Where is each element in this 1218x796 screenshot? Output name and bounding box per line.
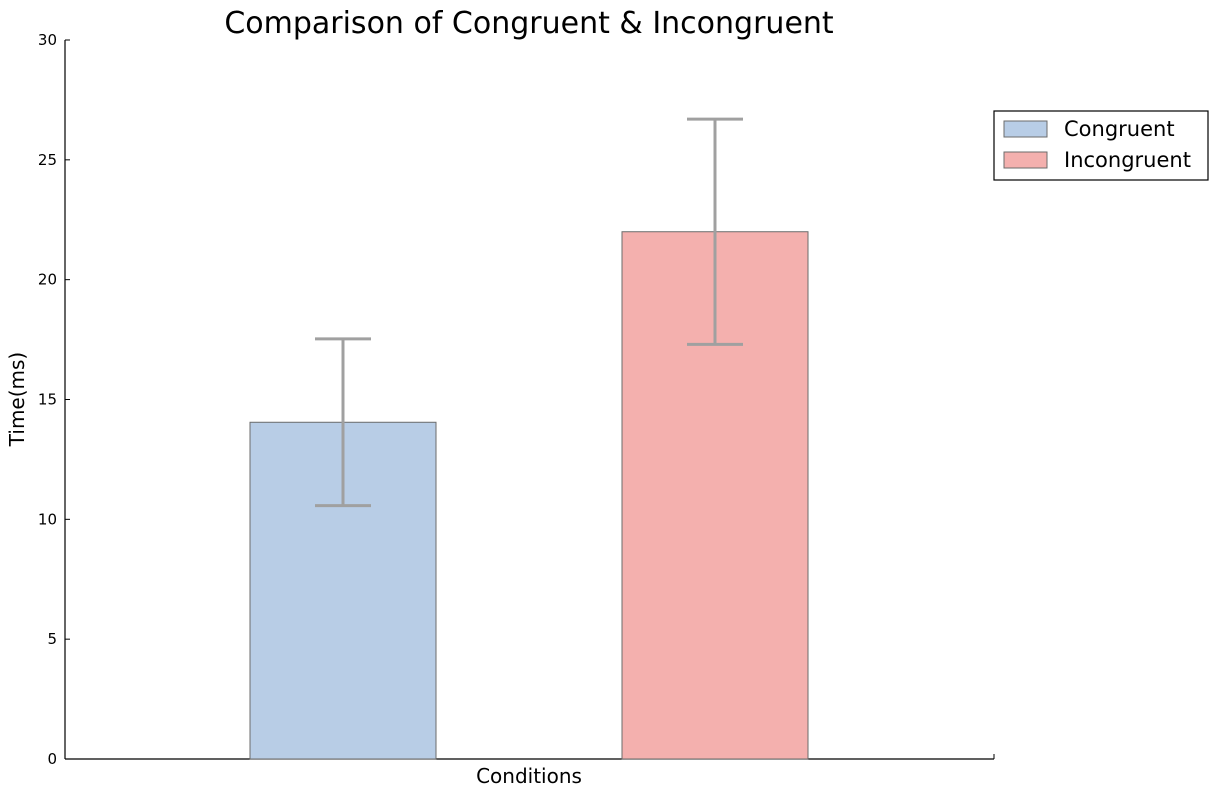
x-axis (65, 754, 995, 760)
legend-label-congruent: Congruent (1064, 117, 1175, 141)
legend-swatch-congruent (1003, 120, 1048, 138)
y-axis: 0 5 10 15 20 25 30 (38, 31, 70, 768)
y-tick-label: 30 (38, 31, 57, 49)
y-tick-label: 5 (47, 630, 57, 648)
y-axis-label: Time(ms) (5, 352, 29, 447)
chart-title: Comparison of Congruent & Incongruent (224, 6, 834, 41)
error-bars (315, 117, 743, 508)
y-tick-label: 20 (38, 271, 57, 289)
legend-swatch-incongruent (1003, 151, 1048, 169)
y-tick-label: 15 (38, 391, 57, 409)
bars (249, 231, 809, 760)
legend-label-incongruent: Incongruent (1064, 148, 1191, 172)
legend: Congruent Incongruent (993, 110, 1209, 181)
y-tick-label: 10 (38, 510, 57, 528)
y-tick-label: 25 (38, 151, 57, 169)
y-tick-label: 0 (47, 750, 57, 768)
x-axis-label: Conditions (476, 764, 582, 788)
